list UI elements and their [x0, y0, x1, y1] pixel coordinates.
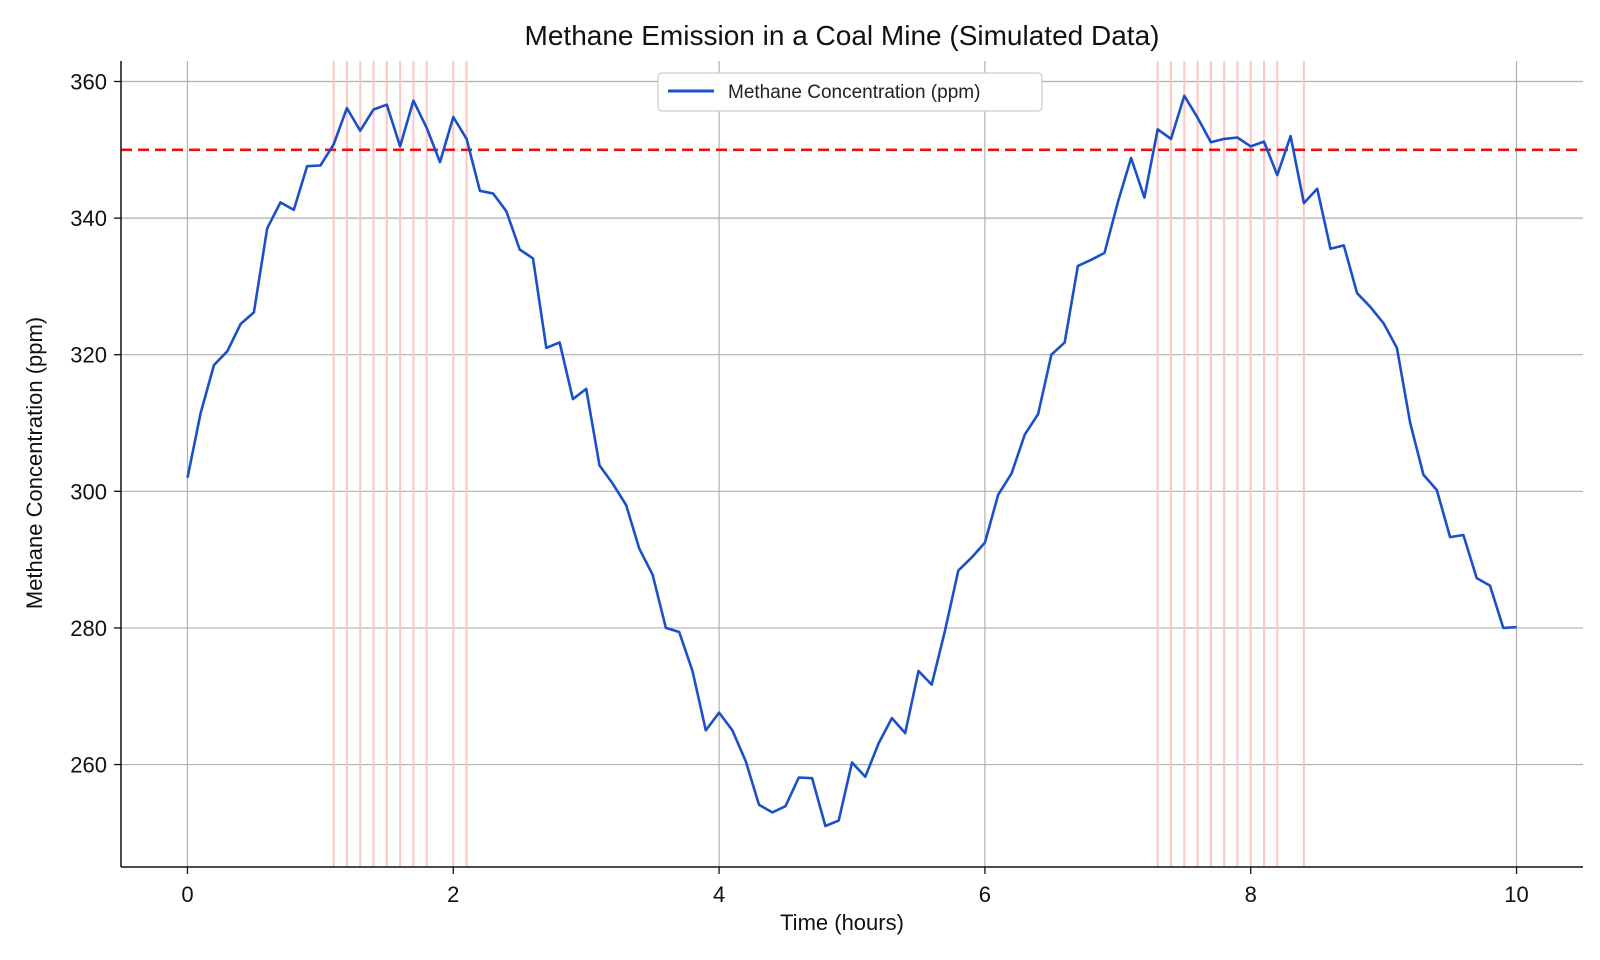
- series-line-methane: [186, 94, 1517, 828]
- legend: Methane Concentration (ppm): [657, 72, 1043, 112]
- y-tick-label: 300: [70, 479, 107, 504]
- x-tick-label: 8: [1245, 882, 1257, 907]
- y-tick-label: 320: [70, 343, 107, 368]
- x-tick-label: 10: [1504, 882, 1528, 907]
- y-tick-label: 280: [70, 616, 107, 641]
- y-tick-label: 260: [70, 753, 107, 778]
- y-tick-label: 340: [70, 206, 107, 231]
- x-tick-label: 4: [713, 882, 725, 907]
- legend-label: Methane Concentration (ppm): [728, 82, 980, 103]
- x-axis-label: Time (hours): [780, 910, 904, 935]
- axes: [114, 61, 1583, 874]
- y-tick-label: 360: [70, 69, 107, 94]
- x-tick-label: 0: [181, 882, 193, 907]
- y-axis-label: Methane Concentration (ppm): [22, 317, 47, 609]
- x-tick-label: 2: [447, 882, 459, 907]
- gridlines: [121, 61, 1583, 867]
- x-tick-label: 6: [979, 882, 991, 907]
- chart-title: Methane Emission in a Coal Mine (Simulat…: [525, 20, 1160, 51]
- threshold-exceedance-markers: [332, 61, 1305, 867]
- legend-box: [657, 72, 1043, 112]
- tick-labels: 0 2 4 6 8 10 260 280 300 320 340 360: [70, 69, 1529, 907]
